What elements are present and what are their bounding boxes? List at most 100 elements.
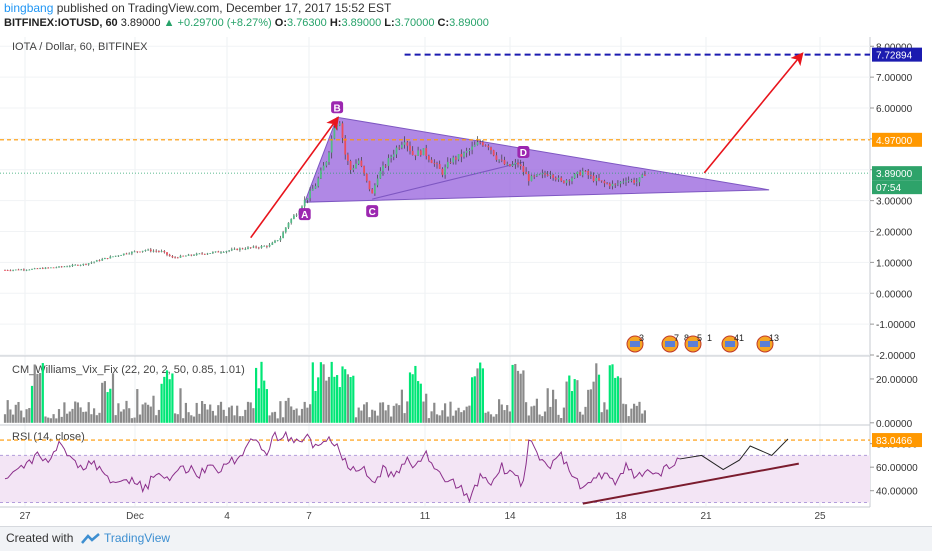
- vix-bar: [379, 402, 382, 423]
- candle-body: [641, 174, 644, 178]
- candle-body: [160, 251, 163, 252]
- candle-body: [398, 147, 401, 149]
- rsi-trendline: [582, 462, 799, 505]
- candle-body: [68, 266, 71, 267]
- candle-body: [401, 144, 403, 148]
- vix-bar: [611, 364, 614, 423]
- candle-body: [287, 222, 290, 228]
- vix-bar: [560, 418, 563, 423]
- resistance-price-label-bg: [872, 132, 922, 147]
- candle-body: [417, 150, 419, 156]
- vix-bar: [427, 418, 430, 423]
- high-label: H:: [329, 17, 342, 29]
- candle-body: [149, 249, 152, 252]
- vix-bar: [384, 410, 387, 423]
- vix-bar: [511, 364, 514, 423]
- candle-body: [355, 163, 357, 169]
- candle-body: [460, 154, 463, 157]
- rsi-line: [4, 430, 681, 503]
- vix-bar: [303, 401, 306, 423]
- vix-bar: [406, 401, 409, 423]
- vix-bar: [633, 403, 636, 423]
- candle-body: [58, 266, 60, 268]
- last-price: 3.89000: [120, 17, 161, 29]
- candle-body: [182, 255, 185, 257]
- vix-bar: [279, 401, 282, 423]
- candle-body: [174, 257, 176, 259]
- pattern-point-badge: [331, 101, 344, 114]
- vix-bar: [176, 414, 179, 423]
- x-tick-label: 27: [19, 511, 31, 522]
- vix-bar: [57, 409, 61, 423]
- candle-body: [85, 263, 87, 265]
- vix-bar: [141, 404, 144, 423]
- candle-body: [333, 128, 336, 139]
- candle-body: [295, 214, 298, 216]
- candle-body: [538, 174, 541, 176]
- grid-lines: [24, 37, 821, 506]
- vix-bar: [619, 377, 622, 423]
- candle-body: [498, 159, 500, 161]
- vix-bar: [435, 414, 439, 423]
- event-badge-flag: [630, 341, 640, 347]
- chart-canvas[interactable]: 27Dec4711141821258.000007.000006.000005.…: [0, 0, 932, 526]
- candle-body: [139, 251, 141, 253]
- y-tick-label: 0.00000: [876, 419, 913, 430]
- vix-bar: [87, 402, 90, 423]
- vix-bar: [49, 418, 52, 423]
- vix-bar: [203, 403, 206, 423]
- pattern-point-badge: [298, 208, 311, 221]
- candle-body: [452, 157, 455, 163]
- candle-body: [347, 154, 349, 162]
- vix-bar: [252, 408, 255, 423]
- candle-body: [465, 150, 468, 153]
- candle-body: [98, 260, 101, 262]
- vix-bar: [495, 414, 498, 423]
- x-axis: 27 Dec 4 7 11 14 18 21 25: [19, 511, 826, 522]
- vix-bar: [101, 382, 104, 423]
- countdown-label-text: 07:54: [876, 183, 901, 194]
- vix-bar: [95, 415, 98, 423]
- candle-body: [158, 251, 160, 252]
- event-badge-count: 8: [684, 333, 689, 343]
- vix-bar: [184, 402, 187, 423]
- candle-body: [590, 175, 592, 176]
- vix-bar: [30, 385, 34, 423]
- candle-body: [322, 165, 325, 171]
- candle-body: [392, 154, 395, 157]
- author-name[interactable]: bingbang: [4, 1, 54, 15]
- candle-body: [330, 138, 333, 153]
- pattern-leg-cd: [372, 161, 524, 200]
- vix-bar: [444, 403, 447, 423]
- vix-bar: [635, 405, 638, 423]
- candle-body: [554, 177, 557, 180]
- candle-body: [209, 253, 212, 254]
- y-tick-label: 0.00000: [876, 289, 913, 300]
- vix-bar: [117, 403, 120, 423]
- candle-body: [527, 174, 530, 182]
- pattern-point-label: D: [520, 148, 527, 159]
- candle-body: [82, 263, 85, 265]
- rsi-title: RSI (14, close): [12, 431, 85, 443]
- x-tick-label: 21: [700, 511, 712, 522]
- tradingview-brand-text[interactable]: TradingView: [104, 531, 171, 545]
- vix-bar: [60, 416, 63, 423]
- candle-body: [311, 188, 314, 191]
- vix-bar: [606, 409, 609, 423]
- candle-body: [179, 255, 182, 258]
- vix-bar: [417, 381, 420, 423]
- vix-bar: [122, 409, 125, 423]
- vix-bar: [589, 389, 592, 423]
- vix-bar: [114, 415, 117, 423]
- vix-bar: [206, 409, 209, 423]
- candle-body: [87, 263, 90, 265]
- vix-bar: [28, 408, 31, 423]
- vix-title: CM_Williams_Vix_Fix (22, 20, 2, 50, 0.85…: [12, 364, 245, 376]
- symbol-label: BITFINEX:IOTUSD, 60: [4, 17, 118, 29]
- candle-body: [614, 183, 617, 185]
- vix-bar: [433, 402, 436, 423]
- event-badge-count: 7: [674, 333, 679, 343]
- vix-bar: [74, 401, 77, 423]
- vix-bar: [125, 400, 128, 423]
- vix-bar: [562, 407, 565, 423]
